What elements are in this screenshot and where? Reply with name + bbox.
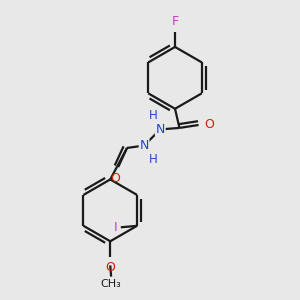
Text: H: H [148, 153, 157, 166]
Text: O: O [105, 261, 115, 274]
Text: H: H [148, 109, 157, 122]
Text: CH₃: CH₃ [101, 279, 122, 289]
Text: I: I [113, 221, 117, 234]
Text: O: O [110, 172, 120, 185]
Text: O: O [204, 118, 214, 131]
Text: F: F [172, 15, 178, 28]
Text: N: N [140, 139, 149, 152]
Text: N: N [156, 123, 165, 136]
